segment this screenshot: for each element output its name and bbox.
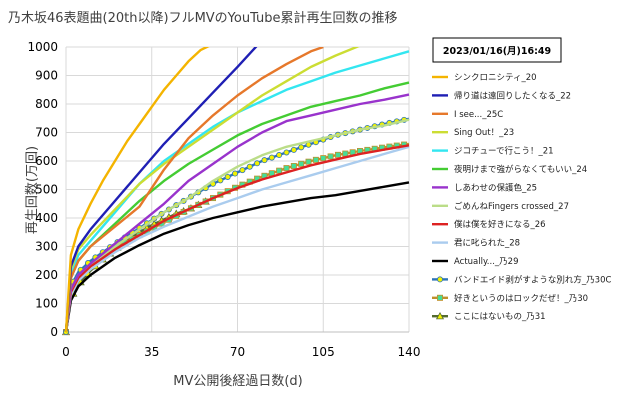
chart-title: 乃木坂46表題曲(20th以降)フルMVのYouTube累計再生回数の推移 [8,10,398,26]
x-axis-label: MV公開後経過日数(d) [173,374,303,389]
legend-item: 帰り道は遠回りしたくなる_22 [432,90,571,101]
data-point [246,163,253,170]
series-line [64,181,410,333]
series-8 [64,144,410,333]
y-tick-label: 600 [35,154,58,168]
legend-item: ごめんねFingers crossed_27 [432,201,569,212]
grid-lines [65,46,410,333]
y-tick-label: 800 [35,97,58,111]
data-point [436,294,443,301]
series-layer [62,47,410,336]
x-tick-label: 0 [62,345,70,359]
legend-item: 君に叱られた_28 [432,239,520,249]
series-9 [64,145,410,333]
series-line [64,47,360,333]
data-point [261,157,268,164]
data-point [276,167,283,174]
y-tick-label: 200 [35,268,58,282]
data-point [298,160,305,167]
legend-label: ここにはないもの_乃31 [454,312,546,322]
y-axis-label: 再生回数(万回) [25,146,40,234]
y-tick-label: 700 [35,126,58,140]
legend-label: 君に叱られた_28 [454,239,520,249]
data-point [334,151,341,158]
legend-label: Actually..._乃29 [454,257,518,267]
series-3 [64,47,360,333]
legend-label: しあわせの保護色_25 [454,182,537,193]
legend-item: しあわせの保護色_25 [432,182,537,193]
series-line [64,47,324,333]
x-tick-label: 140 [398,345,421,359]
legend-item: Actually..._乃29 [432,257,518,267]
legend-label: 僕は僕を好きになる_26 [454,219,546,230]
data-point [320,155,327,162]
legend-label: シンクロニシティ_20 [454,73,537,83]
legend-item: Sing Out！_23 [432,128,514,138]
legend-item: ジコチューで行こう！_21 [432,146,554,157]
data-point [224,173,231,180]
legend-item: ここにはないもの_乃31 [432,311,546,322]
y-tick-label: 100 [35,297,58,311]
data-point [283,165,290,172]
series-1 [64,47,258,333]
legend-label: バンドエイド剥がすような別れ方_乃30C [454,274,611,285]
legend: 2023/01/16(月)16:49 シンクロニシティ_20 帰り道は遠回りしたく… [432,37,611,322]
legend-item: I see..._25C [432,110,503,120]
legend-item: 好きというのはロックだぜ！_乃30 [432,293,588,304]
data-point [312,156,319,163]
data-point [268,154,275,161]
series-4 [64,50,410,333]
legend-label: 帰り道は遠回りしたくなる_22 [454,90,571,101]
y-tick-label: 400 [35,211,58,225]
series-6 [64,93,410,333]
legend-label: Sing Out！_23 [454,128,514,138]
x-tick-label: 105 [312,345,335,359]
legend-item: シンクロニシティ_20 [432,73,537,83]
data-point [305,158,312,165]
date-label: 2023/01/16(月)16:49 [443,46,551,57]
data-point [327,153,334,160]
series-line [64,145,410,333]
series-0 [64,47,210,333]
data-point [239,167,246,174]
series-line [64,144,410,333]
data-point [435,311,445,320]
data-point [254,160,261,167]
data-point [276,152,283,159]
y-tick-label: 900 [35,69,58,83]
data-point [436,276,443,283]
legend-item: 僕は僕を好きになる_26 [432,219,546,230]
data-point [232,170,239,177]
legend-item: バンドエイド剥がすような別れ方_乃30C [432,274,611,285]
y-tick-label: 300 [35,240,58,254]
y-tick-label: 1000 [27,40,58,54]
data-point [290,146,297,153]
legend-label: 夜明けまで強がらなくてもいい_24 [454,164,587,175]
data-point [298,144,305,151]
legend-label: 好きというのはロックだぜ！_乃30 [454,293,588,304]
series-10 [64,181,410,333]
legend-label: ごめんねFingers crossed_27 [454,201,569,212]
series-line [64,47,210,333]
series-line [64,50,410,333]
series-2 [64,47,324,333]
data-point [290,162,297,169]
x-tick-label: 70 [230,345,245,359]
x-tick-label: 35 [144,345,159,359]
y-tick-label: 500 [35,183,58,197]
data-point [342,150,349,157]
y-tick-label: 0 [50,325,58,339]
series-line [64,93,410,333]
legend-label: I see..._25C [454,110,503,120]
axes: 0 100 200 300 400 500 600 700 800 900 1000 0 35 70 105… [27,40,420,359]
data-point [283,149,290,156]
series-line [64,47,258,333]
legend-item: 夜明けまで強がらなくてもいい_24 [432,164,587,175]
date-box [432,37,562,63]
legend-label: ジコチューで行こう！_21 [454,146,554,157]
